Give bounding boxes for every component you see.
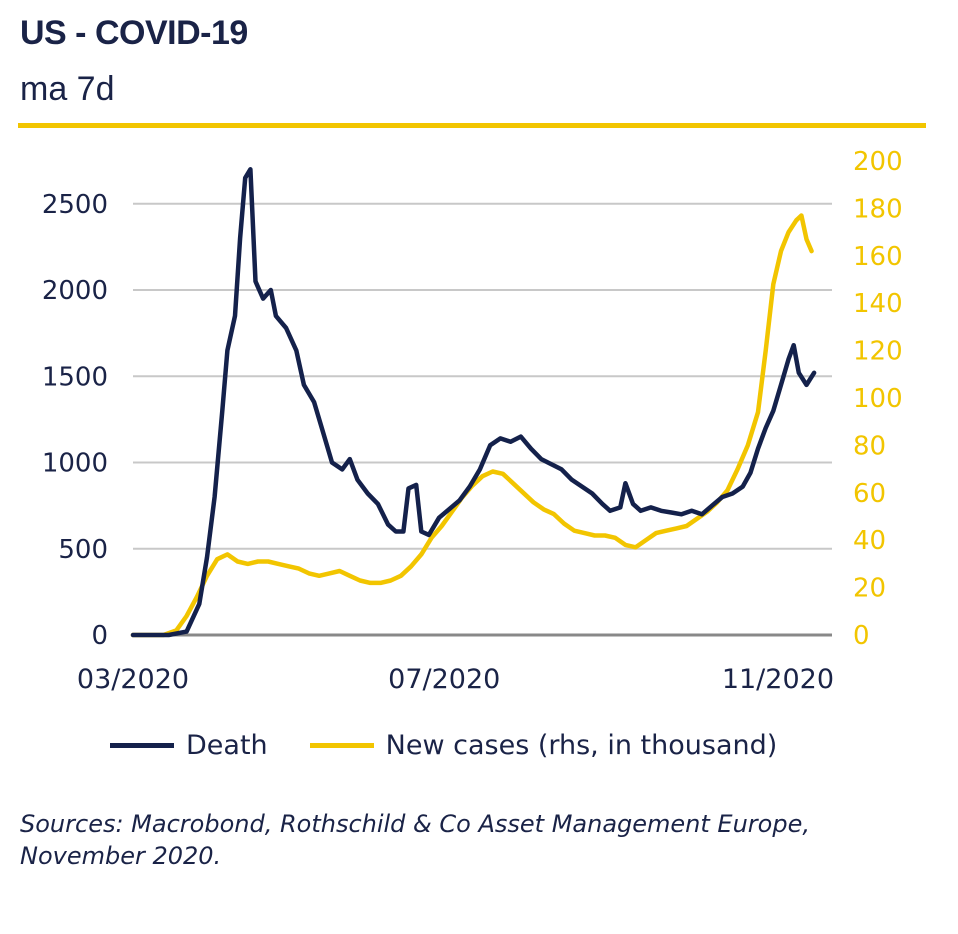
y-right-tick-label: 160 [853, 242, 903, 272]
legend-swatch-cases [309, 743, 374, 748]
x-tick-label: 03/2020 [77, 664, 189, 695]
axis-ticks: 0 500 1000 1500 2000 2500 0 20 40 60 80 100 120 140 16… [42, 147, 903, 695]
legend-item-death: Death [110, 730, 268, 761]
x-tick-label: 07/2020 [388, 664, 500, 695]
series-line-death [130, 167, 817, 638]
chart-subtitle: ma 7d [20, 70, 115, 108]
source-note: Sources: Macrobond, Rothschild & Co Asse… [20, 808, 920, 872]
chart-legend: Death New cases (rhs, in thousand) [110, 730, 819, 761]
y-right-tick-label: 140 [853, 289, 903, 319]
y-right-tick-label: 60 [853, 479, 886, 509]
y-right-tick-label: 0 [853, 621, 870, 651]
y-left-tick-label: 1500 [42, 362, 108, 392]
y-left-tick-label: 2000 [42, 276, 108, 306]
legend-label-death: Death [186, 730, 268, 761]
y-right-tick-label: 80 [853, 431, 886, 461]
y-right-tick-label: 120 [853, 337, 903, 367]
y-right-tick-label: 180 [853, 194, 903, 224]
title-divider [18, 123, 926, 128]
y-left-tick-label: 0 [91, 621, 108, 651]
chart-title: US - COVID-19 [20, 14, 248, 52]
y-left-tick-label: 2500 [42, 190, 108, 220]
gridlines [133, 202, 832, 637]
series-line-new-cases [130, 213, 814, 638]
legend-label-cases: New cases (rhs, in thousand) [385, 730, 778, 761]
legend-swatch-death [110, 743, 174, 748]
y-right-tick-label: 20 [853, 574, 886, 604]
series-lines [130, 167, 817, 638]
y-left-tick-label: 500 [58, 535, 108, 565]
y-right-tick-label: 100 [853, 384, 903, 414]
y-left-tick-label: 1000 [42, 449, 108, 479]
x-tick-label: 11/2020 [722, 664, 834, 695]
y-right-tick-label: 200 [853, 147, 903, 177]
line-chart: 0 500 1000 1500 2000 2500 0 20 40 60 80 100 120 140 16… [42, 147, 903, 695]
legend-item-cases: New cases (rhs, in thousand) [309, 730, 778, 761]
y-right-tick-label: 40 [853, 526, 886, 556]
source-line-1: Sources: Macrobond, Rothschild & Co Asse… [20, 810, 810, 838]
source-line-2: November 2020. [20, 842, 222, 870]
